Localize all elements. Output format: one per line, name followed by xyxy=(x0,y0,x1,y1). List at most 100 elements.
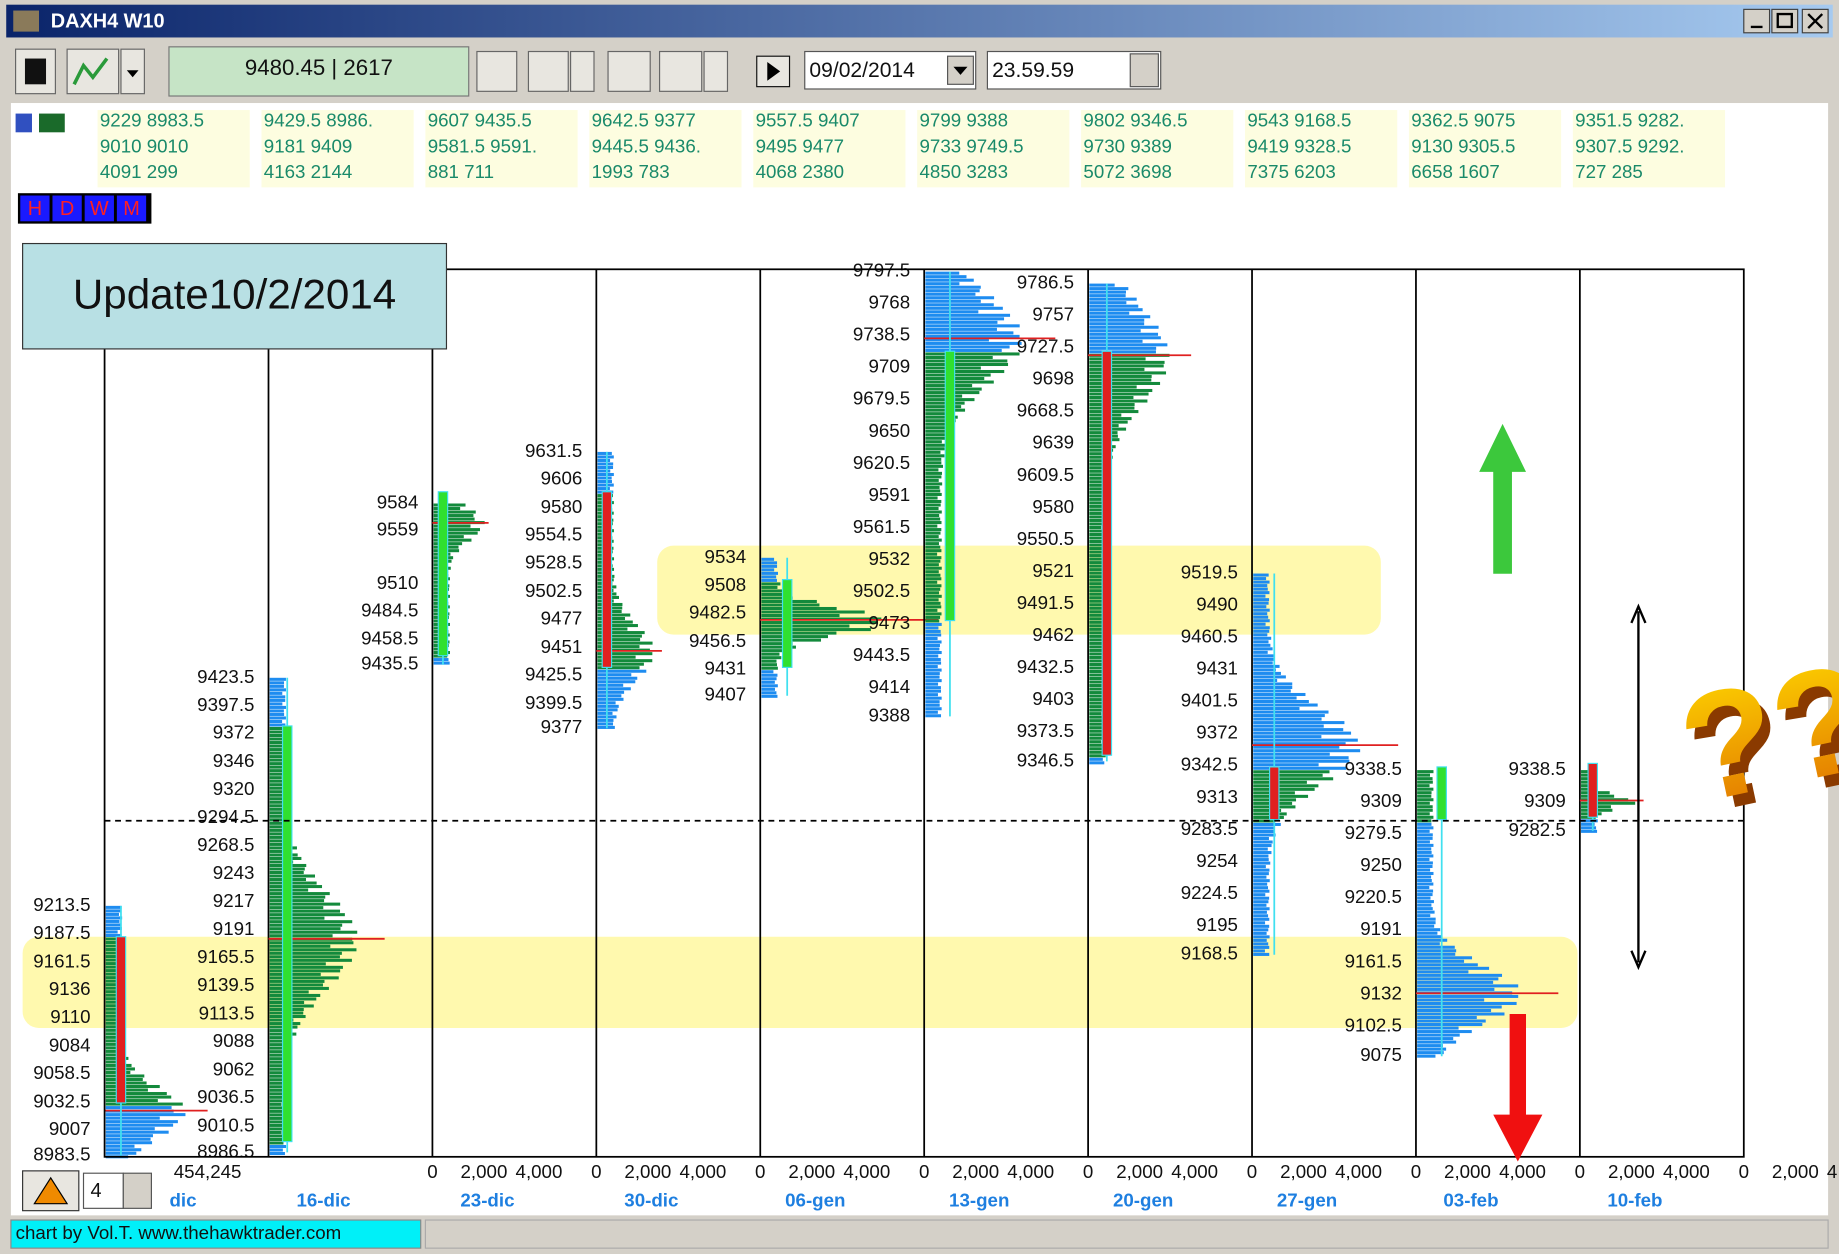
stats-cell xyxy=(1572,110,1726,188)
profile-row xyxy=(925,626,939,630)
profile-row xyxy=(925,415,958,419)
week-label: dic xyxy=(170,1189,197,1210)
price-label: 9342.5 xyxy=(1181,754,1238,775)
profile-row xyxy=(1089,518,1105,522)
profile-row xyxy=(597,465,614,470)
profile-row xyxy=(269,712,285,716)
profile-row xyxy=(1089,620,1104,624)
profile-row xyxy=(925,447,945,451)
maximize-glyph xyxy=(1776,12,1793,29)
profile-row xyxy=(105,1028,123,1032)
profile-row xyxy=(597,694,622,698)
stat-text: 9429.5 8986. xyxy=(264,110,373,131)
profile-row xyxy=(925,303,994,307)
x-tick-label: 4,000 xyxy=(843,1161,890,1182)
profile-row xyxy=(269,1106,286,1110)
period-button[interactable] xyxy=(116,195,147,222)
profile-row xyxy=(269,811,287,815)
time-spinner[interactable] xyxy=(1129,53,1159,88)
profile-row xyxy=(1417,903,1432,907)
price-label: 9679.5 xyxy=(853,388,910,409)
profile-button[interactable] xyxy=(607,50,651,92)
profile-row xyxy=(1089,318,1145,322)
range-arrow xyxy=(1630,603,1647,971)
profile-row xyxy=(1089,459,1108,463)
week-label: 10-feb xyxy=(1607,1189,1662,1210)
style-button[interactable] xyxy=(527,50,569,92)
profile-row xyxy=(925,422,948,426)
minimize-button[interactable] xyxy=(1743,8,1771,34)
profile-dropdown[interactable] xyxy=(703,50,729,92)
profile-row xyxy=(269,818,289,822)
profile-row xyxy=(105,1092,167,1096)
profile-row xyxy=(597,624,638,628)
price-label: 9346.5 xyxy=(1017,749,1074,770)
profile-row xyxy=(1089,750,1103,754)
profile-row xyxy=(1417,794,1432,798)
profile-row xyxy=(761,642,793,646)
profile-row xyxy=(1417,805,1433,809)
spinner-field[interactable] xyxy=(82,1172,124,1209)
price-label: 9161.5 xyxy=(33,950,90,971)
profile-row xyxy=(1417,928,1441,932)
status-credit xyxy=(10,1219,422,1249)
profile-row xyxy=(1417,857,1430,861)
profile-row xyxy=(597,683,624,687)
profile-row xyxy=(269,769,285,773)
profile-row xyxy=(269,842,291,846)
profile-row xyxy=(1253,661,1273,665)
profile-row xyxy=(925,640,942,644)
profile-row xyxy=(105,1130,169,1134)
profile-row xyxy=(269,793,284,797)
profile-row xyxy=(597,480,612,484)
stats-cell xyxy=(425,110,578,188)
profile-row xyxy=(597,673,632,677)
stat-text: 727 285 xyxy=(1575,161,1643,182)
profile-row xyxy=(1417,987,1495,991)
profile-row xyxy=(925,559,941,563)
period-button[interactable] xyxy=(84,195,114,222)
profile-row xyxy=(1089,367,1145,371)
profile-row xyxy=(1089,659,1105,663)
profile-row xyxy=(925,570,939,574)
price-label: 9110 xyxy=(50,1006,90,1027)
profile-row xyxy=(105,1113,186,1117)
profile-row xyxy=(1253,671,1281,675)
profile-row xyxy=(597,645,640,649)
stat-text: 9229 8983.5 xyxy=(100,110,204,131)
profile-row xyxy=(925,668,942,672)
profile-row xyxy=(925,503,941,507)
profile-row xyxy=(1253,678,1278,682)
profile-row xyxy=(105,1134,153,1138)
profile-button-2[interactable] xyxy=(658,50,703,92)
profile-row xyxy=(269,1060,289,1064)
profile-row xyxy=(1253,949,1265,953)
chart-type-button[interactable] xyxy=(66,48,120,95)
profile-row xyxy=(1253,738,1358,742)
period-button[interactable] xyxy=(20,195,50,222)
profile-row xyxy=(1417,875,1432,879)
spinner-arrows[interactable] xyxy=(122,1172,152,1209)
profile-row xyxy=(1089,701,1104,705)
question-marks-shadow: ?? xyxy=(1675,641,1839,846)
profile-row xyxy=(925,584,942,588)
profile-row xyxy=(269,698,286,702)
style-dropdown[interactable] xyxy=(569,50,595,92)
profile-row xyxy=(761,606,837,611)
window-controls[interactable] xyxy=(1743,8,1829,34)
profile-row xyxy=(1253,938,1267,942)
profile-row xyxy=(925,299,981,303)
profile-row xyxy=(1253,742,1346,746)
x-tick-label: 0 xyxy=(1247,1161,1257,1182)
profile-row xyxy=(1253,914,1269,918)
save-style-button[interactable] xyxy=(476,50,518,92)
period-label: H xyxy=(28,198,42,220)
profile-row xyxy=(1417,1047,1447,1051)
price-label: 9534 xyxy=(705,546,747,567)
x-tick-label: 4,000 xyxy=(679,1161,726,1182)
price-label: 9372 xyxy=(213,722,255,743)
date-text: 09/02/2014 xyxy=(809,59,915,82)
period-button[interactable] xyxy=(52,195,82,222)
profile-row xyxy=(1417,780,1433,784)
profile-row xyxy=(1417,1019,1486,1023)
